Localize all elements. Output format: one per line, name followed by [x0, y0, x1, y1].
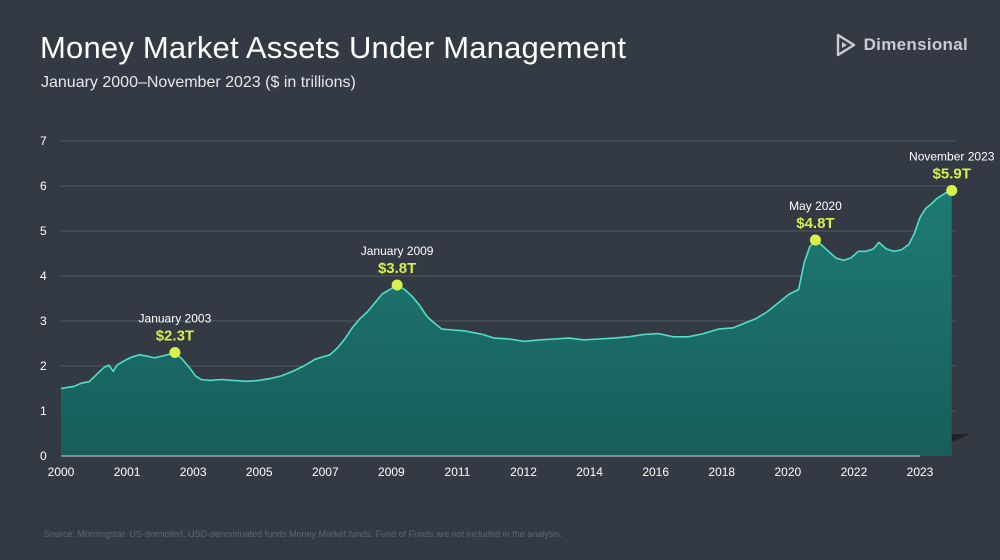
source-note: Source: Morningstar. US-domiciled, USD-d… — [44, 529, 563, 539]
annotation-value: $2.3T — [156, 328, 194, 345]
x-tick-label: 2022 — [841, 465, 868, 479]
annotation-date: May 2020 — [789, 199, 842, 213]
y-tick-label: 4 — [40, 269, 47, 283]
y-tick-label: 6 — [40, 179, 47, 193]
x-tick-label: 2018 — [708, 465, 735, 479]
annotation-value: $4.8T — [796, 215, 834, 232]
x-tick-label: 2023 — [907, 465, 934, 479]
annotation-date: January 2003 — [139, 312, 212, 326]
annotation-value: $5.9T — [933, 166, 971, 183]
dimensional-logo-icon — [836, 33, 855, 57]
x-tick-label: 2011 — [445, 465, 471, 479]
annotation-date: January 2009 — [361, 244, 434, 258]
annotations: $2.3T January 2003 $3.8T January 2009 $4.8T M… — [139, 150, 995, 358]
annotation-marker — [391, 279, 403, 291]
y-tick-label: 5 — [40, 224, 47, 238]
series-area-fill — [61, 190, 952, 456]
page-subtitle: January 2000–November 2023 ($ in trillio… — [41, 74, 356, 91]
brand-logo: Dimensional — [834, 33, 968, 57]
x-tick-label: 2007 — [312, 465, 339, 479]
page-title: Money Market Assets Under Management — [40, 30, 627, 65]
annotation-marker — [169, 347, 181, 358]
annotation-marker — [946, 185, 958, 196]
x-tick-label: 2000 — [48, 465, 75, 479]
x-tick-label: 2009 — [378, 465, 405, 479]
x-tick-label: 2001 — [114, 465, 141, 479]
x-tick-label: 2005 — [246, 465, 273, 479]
y-tick-label: 7 — [40, 134, 47, 148]
y-tick-label: 0 — [40, 449, 47, 463]
x-tick-label: 2003 — [180, 465, 207, 479]
annotation-marker — [809, 234, 821, 246]
x-tick-label: 2012 — [510, 465, 537, 479]
annotation-value: $3.8T — [378, 260, 416, 277]
x-tick-label: 2016 — [642, 465, 669, 479]
brand-name: Dimensional — [863, 35, 968, 54]
x-axis: 2000 2001 2003 2005 2007 2009 2011 2012 2014 2016… — [48, 465, 934, 479]
x-tick-label: 2020 — [774, 465, 801, 479]
x-tick-label: 2014 — [576, 465, 603, 479]
y-axis: 0 1 2 3 4 5 6 7 — [40, 134, 47, 463]
y-tick-label: 2 — [40, 359, 47, 373]
y-tick-label: 1 — [40, 404, 47, 418]
annotation-date: November 2023 — [909, 150, 995, 164]
y-tick-label: 3 — [40, 314, 47, 328]
